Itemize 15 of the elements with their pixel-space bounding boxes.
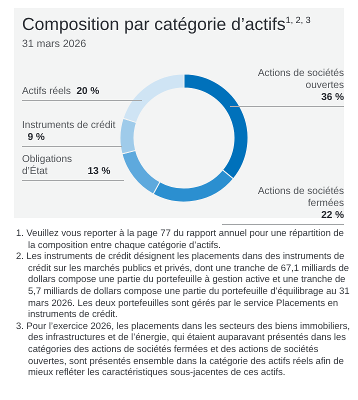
text: 2. Les instruments de crédit désignent les placements dans des instruments de crédit sur les marchés publics et privés, dont une tranche de 67,1 milliards de dollars compose une partie du portefeuille à gestion active et une tranche de 5,7 milliards de dollars compose une partie du portefeuille d’équilibrage au 31 mars 2026. Les deux portefeuilles sont gérés par le service Placements en instruments de crédit. — [16, 250, 350, 320]
data-label: 13 % — [88, 166, 110, 177]
slice-label: Instruments de crédit — [22, 120, 116, 132]
text: 3. Pour l’exercice 2026, les placements dans les secteurs des biens immobiliers, des infrastructures et de l’énergie, qui étaient auparavant présentés dans les catégories des actions de sociétés fermées et des actions de sociétés ouvertes, sont présentés ensemble dans la catégorie des actifs réels afin de mieux refléter les caractéristiques sous-jacentes de ces actifs. — [16, 320, 350, 378]
slice-label: Actions de sociétés ouvertes — [256, 68, 344, 92]
slice-label: Actifs réels — [22, 86, 71, 98]
slice-label: Obligations d’État — [22, 154, 74, 178]
slice-label: Actions de sociétés fermées — [256, 186, 344, 210]
data-label: 9 % — [28, 132, 45, 143]
chart-title: Composition par catégorie d’actifs$^{1, 2, 3}$ — [22, 14, 311, 35]
chart-subtitle: 31 mars 2026 — [22, 38, 86, 50]
data-label: 22 % — [321, 210, 344, 221]
data-label: 20 % — [76, 86, 100, 97]
data-label: 36 % — [321, 92, 344, 103]
text: 1. Veuillez vous reporter à la page 77 du rapport annuel pour une répartition de la composition entre chaque catégorie d’actifs. — [16, 227, 345, 250]
